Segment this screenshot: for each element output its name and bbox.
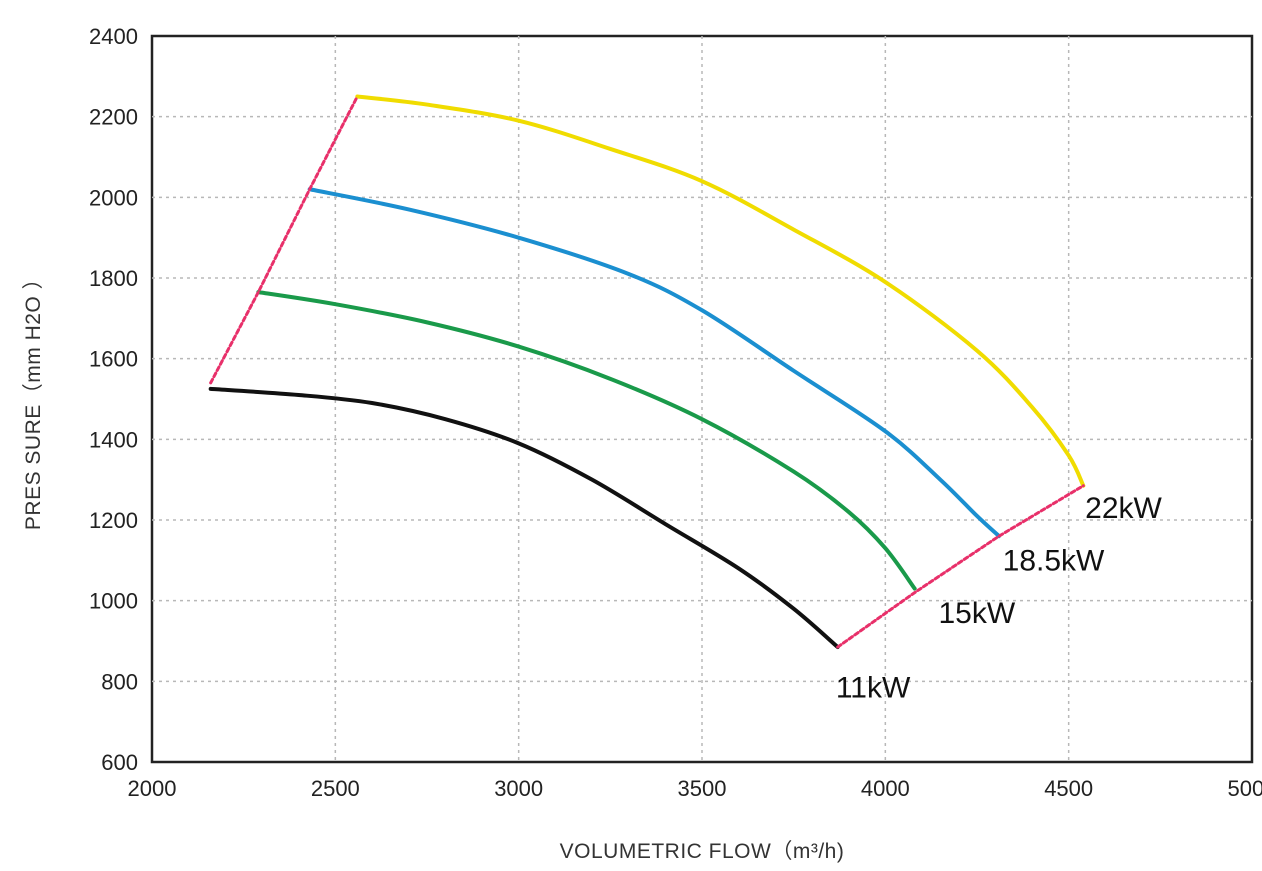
y-tick-label: 800 (101, 669, 138, 694)
series-label-22kW: 22kW (1085, 492, 1162, 525)
rated-limit-line (836, 484, 1085, 649)
x-tick-label: 4500 (1044, 776, 1093, 801)
series-label-15kW: 15kW (939, 597, 1016, 630)
x-tick-label: 5000 (1228, 776, 1262, 801)
series-line-18-5kW (307, 187, 1001, 539)
y-tick-label: 1000 (89, 589, 138, 614)
x-axis-ticks: 2000 2500 3000 3500 4000 4500 5000 (128, 776, 1262, 801)
x-tick-label: 2000 (128, 776, 177, 801)
grid-lines (152, 36, 1252, 762)
x-tick-label: 2500 (311, 776, 360, 801)
x-tick-label: 4000 (861, 776, 910, 801)
y-axis-title: PRES SURE（mm H2O ） (22, 268, 45, 530)
y-tick-label: 2400 (89, 24, 138, 49)
x-tick-label: 3000 (494, 776, 543, 801)
series-line-15kW (256, 290, 917, 591)
y-tick-label: 1400 (89, 427, 138, 452)
y-tick-label: 600 (101, 750, 138, 775)
series-line-11kW (208, 386, 840, 650)
y-axis-ticks: 600 800 1000 1200 1400 1600 1800 2000 2200 2400 (89, 24, 138, 775)
y-tick-label: 2000 (89, 185, 138, 210)
series-label-18-5kW: 18.5kW (1003, 544, 1105, 577)
series-line-22kW (355, 94, 1086, 488)
y-tick-label: 1200 (89, 508, 138, 533)
y-tick-label: 1600 (89, 347, 138, 372)
y-tick-label: 1800 (89, 266, 138, 291)
x-axis-title: VOLUMETRIC FLOW（m³/h) (560, 840, 845, 863)
rated-limit-line (209, 95, 359, 385)
series-labels: 11kW 15kW 18.5kW 22kW (836, 492, 1163, 704)
series-label-11kW: 11kW (836, 671, 911, 704)
x-tick-label: 3500 (678, 776, 727, 801)
y-tick-label: 2200 (89, 105, 138, 130)
series-lines (208, 94, 1086, 650)
